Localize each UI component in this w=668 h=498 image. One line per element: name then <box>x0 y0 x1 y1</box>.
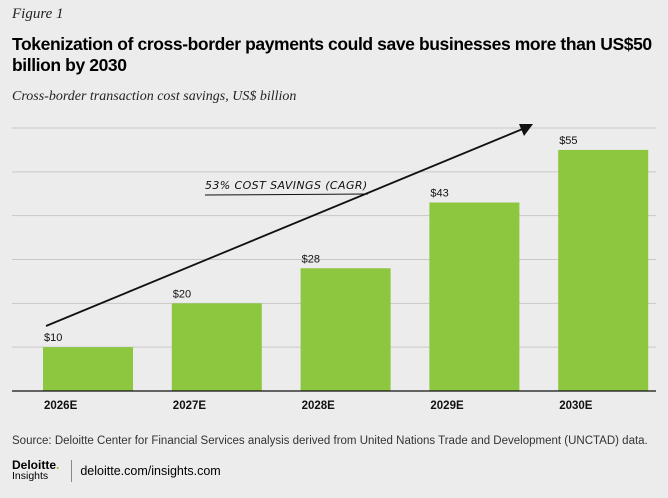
figure-label: Figure 1 <box>12 6 64 22</box>
category-label-2028E: 2028E <box>302 400 336 412</box>
category-label-2027E: 2027E <box>173 400 207 412</box>
value-label-2027E: $20 <box>173 288 191 300</box>
footer-divider <box>71 460 73 482</box>
bar-chart: $10 2026E $20 2027E $28 2028E $43 2029E $55 2030E… <box>12 124 656 412</box>
footer-url[interactable]: deloitte.com/insights.com <box>80 464 221 478</box>
deloitte-insights-logo: Deloitte. Insights <box>12 458 60 482</box>
chart-title: Tokenization of cross-border payments co… <box>12 34 652 75</box>
source-note: Source: Deloitte Center for Financial Se… <box>12 435 648 447</box>
cagr-annotation: 53% COST SAVINGS (CAGR) <box>205 179 368 192</box>
bar-2028E <box>300 268 391 391</box>
value-label-2029E: $43 <box>430 188 448 200</box>
chart-subtitle: Cross-border transaction cost savings, U… <box>12 89 297 104</box>
bar-2027E <box>171 303 262 391</box>
category-label-2030E: 2030E <box>559 400 593 412</box>
trend-arrowhead <box>519 124 533 136</box>
category-label-2026E: 2026E <box>44 400 78 412</box>
bar-2029E <box>429 202 520 391</box>
value-label-2030E: $55 <box>559 135 577 147</box>
value-label-2028E: $28 <box>302 253 320 265</box>
trend-arrow-line <box>45 127 526 327</box>
footer: Deloitte. Insights deloitte.com/insights… <box>12 458 221 482</box>
cagr-annotation-underline <box>204 193 369 196</box>
bar-2026E <box>43 347 133 391</box>
value-label-2026E: $10 <box>44 332 62 344</box>
bar-2030E <box>558 149 649 391</box>
category-label-2029E: 2029E <box>430 400 464 412</box>
